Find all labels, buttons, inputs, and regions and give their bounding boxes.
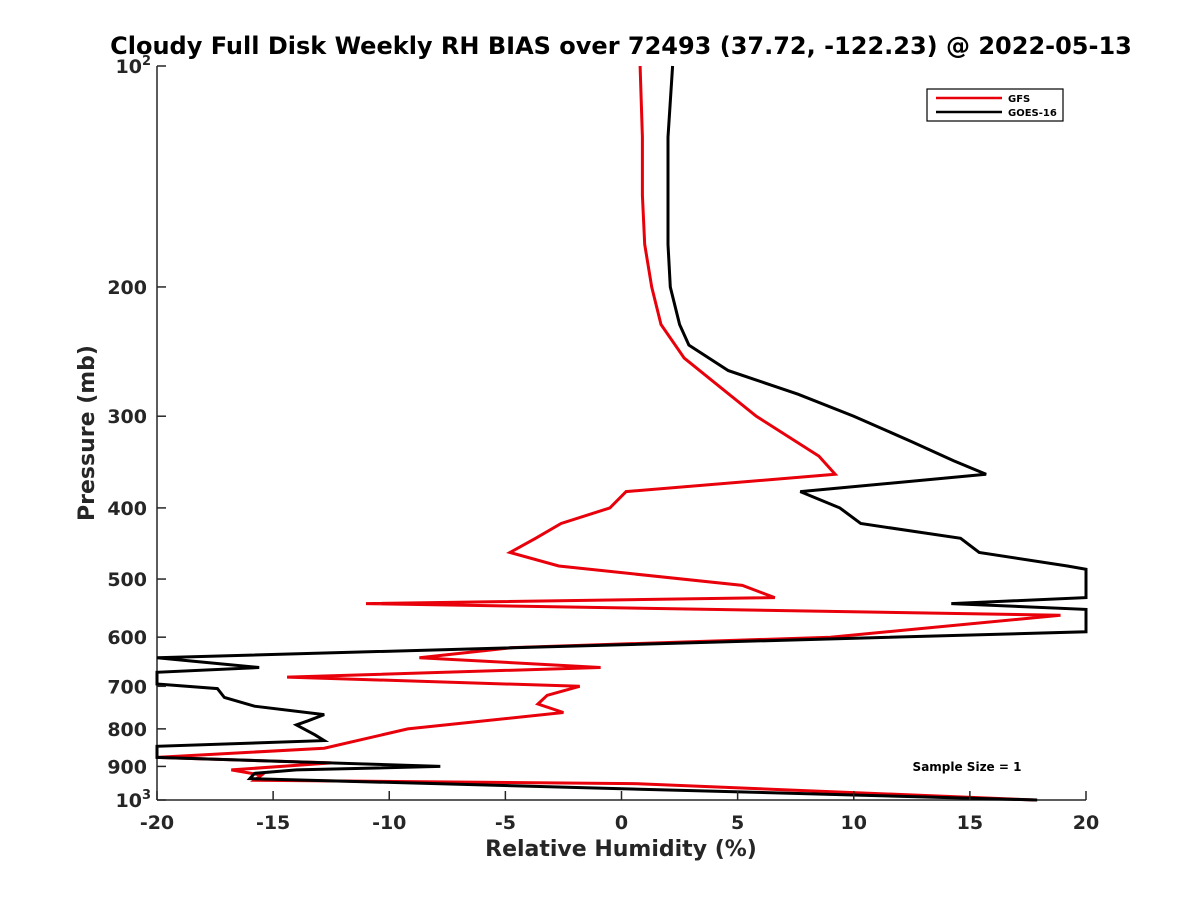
chart-title: Cloudy Full Disk Weekly RH BIAS over 724… [110, 32, 1132, 60]
legend-box [926, 88, 1064, 122]
y-tick-label: 600 [107, 627, 147, 649]
y-tick-label: 400 [107, 498, 147, 520]
series-line-gfs [156, 65, 1061, 802]
x-tick-label: 15 [957, 812, 983, 834]
series-line-goes-16 [155, 65, 1088, 802]
y-tick-label: 500 [107, 569, 147, 591]
x-tick-label: -10 [372, 812, 406, 834]
sample-size-annotation: Sample Size = 1 [913, 760, 1022, 774]
x-tick-label: 0 [615, 812, 628, 834]
y-tick-label: 102 [116, 54, 152, 78]
y-tick-label: 900 [107, 756, 147, 778]
y-axis: 102 200 300 400 500 600 700 800 900 103 [107, 54, 166, 812]
plot-frame [156, 66, 1086, 801]
series-layer [155, 65, 1088, 802]
y-axis-label: Pressure (mb) [75, 345, 100, 521]
legend-label: GOES-16 [1008, 108, 1057, 119]
legend-label: GFS [1008, 94, 1030, 105]
x-tick-label: 5 [731, 812, 744, 834]
y-tick-label: 300 [107, 406, 147, 428]
x-tick-label: -20 [140, 812, 174, 834]
y-tick-label: 103 [116, 788, 152, 812]
legend: GFS GOES-16 [926, 88, 1064, 122]
y-tick-label: 200 [107, 277, 147, 299]
x-tick-label: -5 [495, 812, 516, 834]
x-tick-label: 10 [841, 812, 867, 834]
x-tick-label: -15 [256, 812, 290, 834]
y-tick-label: 700 [107, 676, 147, 698]
x-tick-label: 20 [1073, 812, 1099, 834]
x-axis-label: Relative Humidity (%) [485, 837, 757, 862]
y-tick-label: 800 [107, 719, 147, 741]
x-axis: -20 -15 -10 -5 0 5 10 15 20 [140, 791, 1099, 834]
